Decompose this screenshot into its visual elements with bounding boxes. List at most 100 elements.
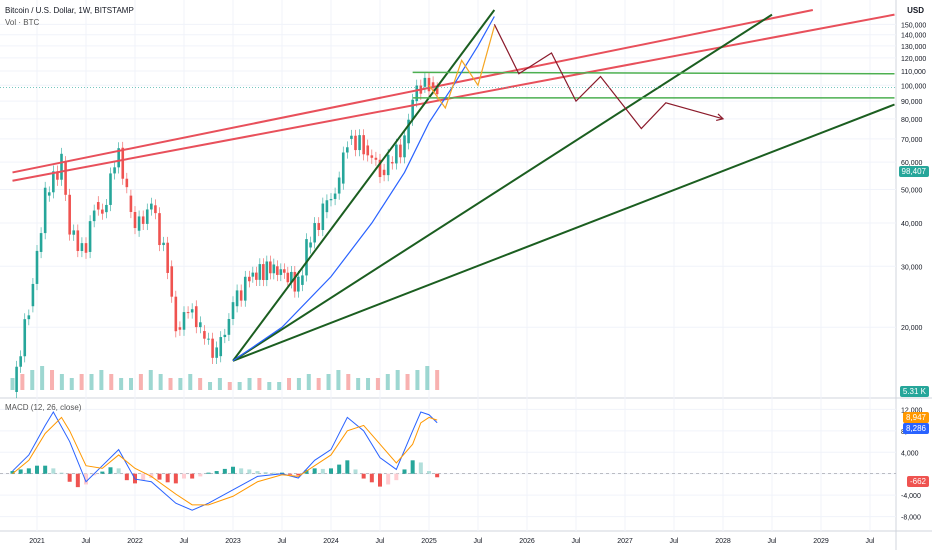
- candle-body: [219, 337, 223, 357]
- time-tick-label: 2021: [29, 538, 45, 545]
- volume-bar: [356, 378, 361, 390]
- volume-bar: [425, 366, 430, 390]
- volume-bar: [395, 370, 400, 390]
- candle-body: [346, 147, 349, 153]
- volume-bar: [287, 378, 292, 390]
- macd-histogram-bar: [353, 469, 358, 474]
- volume-bars: [10, 366, 440, 390]
- candle-body: [321, 203, 325, 230]
- macd-legend[interactable]: MACD (12, 26, close): [5, 403, 82, 412]
- candle-body: [333, 193, 337, 200]
- macd-histogram-bar: [329, 468, 333, 474]
- candle-body: [158, 213, 161, 246]
- macd-histogram-bar: [402, 469, 407, 474]
- candle-body: [415, 85, 419, 102]
- candle-body: [390, 162, 394, 164]
- candle-body: [341, 152, 345, 184]
- candle-body: [258, 264, 262, 280]
- volume-bar: [69, 378, 74, 390]
- price-tick-label: 50,000: [901, 187, 923, 194]
- macd-histogram-bar: [231, 466, 235, 474]
- candle-body: [194, 306, 198, 328]
- macd-histogram-bar: [263, 472, 268, 474]
- time-tick-label: Jul: [866, 538, 875, 545]
- volume-bar: [99, 370, 104, 390]
- volume-bar: [40, 366, 45, 390]
- last-price-badge: 98,407: [898, 166, 929, 177]
- orange-projection-path: [428, 26, 495, 110]
- macd-histogram-bar: [165, 473, 170, 483]
- candle-body: [150, 203, 153, 210]
- candle-body: [382, 169, 386, 176]
- macd-histogram-bar: [59, 472, 64, 474]
- symbol-legend[interactable]: Bitcoin / U.S. Dollar, 1W, BITSTAMP: [5, 6, 134, 15]
- volume-bar: [168, 378, 173, 390]
- macd-histogram-bar: [361, 473, 366, 479]
- candle-body: [283, 269, 286, 273]
- candle-body: [96, 202, 100, 210]
- candle-body: [276, 266, 279, 275]
- macd-histogram-bar: [35, 465, 39, 474]
- macd-histogram-bar: [18, 469, 23, 474]
- candle-body: [137, 216, 141, 231]
- candle-body: [223, 334, 227, 338]
- candle-body: [92, 210, 96, 222]
- candle-body: [68, 194, 71, 235]
- macd-hist-badge: -662: [906, 476, 929, 487]
- macd-histogram-bar: [67, 473, 72, 482]
- candle-body: [337, 177, 341, 194]
- volume-bar: [30, 370, 35, 390]
- candle-body: [386, 154, 390, 176]
- candle-body: [290, 271, 293, 283]
- volume-bar: [326, 374, 331, 390]
- volume-bar: [316, 378, 321, 390]
- macd-histogram-bar: [337, 464, 342, 474]
- candle-body: [248, 276, 251, 282]
- candle-body: [215, 347, 218, 358]
- macd-histogram-bar: [100, 471, 105, 474]
- macd-signal-badge: 8,947: [902, 412, 929, 423]
- macd-tick-label: -4,000: [901, 493, 921, 500]
- volume-bar: [129, 378, 134, 390]
- candle-body: [178, 327, 182, 330]
- macd-histogram-bar: [116, 468, 121, 474]
- time-tick-label: Jul: [474, 538, 483, 545]
- candle-body: [272, 264, 276, 274]
- candle-body: [145, 209, 149, 224]
- currency-label[interactable]: USD: [907, 6, 924, 15]
- macd-histogram-bar: [141, 473, 146, 481]
- macd-histogram-bar: [214, 471, 219, 474]
- volume-bar: [247, 378, 252, 390]
- macd-histogram-bar: [288, 473, 293, 475]
- macd-histogram-bar: [386, 473, 391, 485]
- volume-bar: [306, 374, 311, 390]
- candle-body: [141, 216, 145, 224]
- candle-body: [52, 171, 55, 193]
- macd-histogram-bar: [222, 468, 227, 474]
- candle-body: [350, 135, 353, 139]
- volume-bar: [158, 374, 163, 390]
- macd-histogram-bar: [92, 473, 97, 476]
- green-trendline: [232, 103, 895, 362]
- candle-body: [354, 135, 357, 151]
- volume-bar: [109, 374, 114, 390]
- candle-body: [297, 276, 300, 292]
- price-tick-label: 30,000: [901, 264, 923, 271]
- time-tick-label: Jul: [768, 538, 777, 545]
- candle-body: [231, 302, 235, 320]
- price-tick-label: 40,000: [901, 221, 923, 228]
- volume-bar: [435, 370, 440, 390]
- candle-body: [431, 82, 435, 89]
- volume-bar: [119, 378, 124, 390]
- macd-histogram-bar: [304, 469, 309, 474]
- volume-bar: [217, 378, 222, 390]
- volume-bar: [277, 382, 282, 390]
- candle-body: [243, 276, 247, 301]
- candle-body: [293, 271, 297, 292]
- candle-body: [309, 242, 312, 248]
- volume-legend[interactable]: Vol · BTC: [5, 18, 40, 27]
- volume-bar: [178, 378, 183, 390]
- macd-signal-line: [12, 416, 438, 506]
- volume-bar: [138, 374, 143, 390]
